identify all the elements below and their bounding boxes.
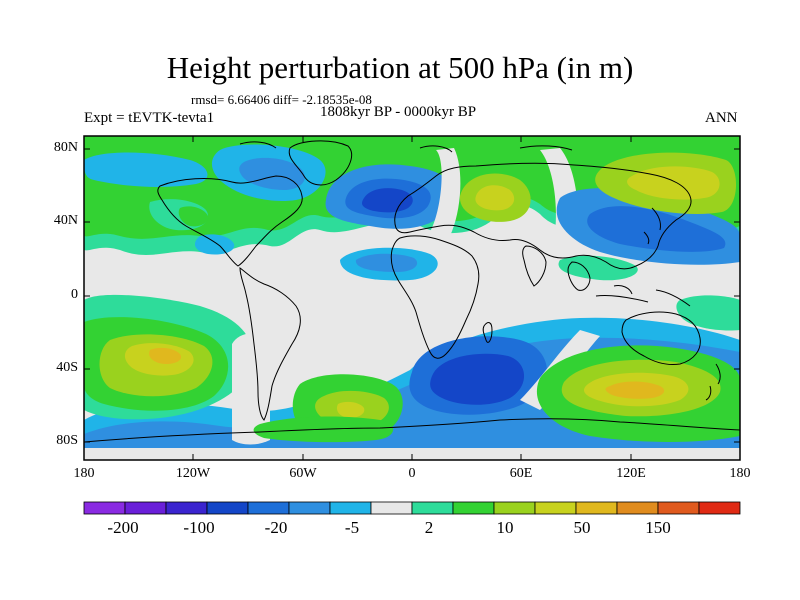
colorbar-swatch [452, 501, 495, 515]
rmsd-diff-stats: rmsd= 6.66406 diff= -2.18535e-08 [191, 92, 372, 107]
lon-tick-label: 0 [408, 466, 416, 481]
colorbar-swatch [534, 501, 577, 515]
colorbar-swatch [329, 501, 372, 515]
contour-field [84, 136, 740, 460]
colorbar-swatch [288, 501, 331, 515]
lon-tick-label: 180 [73, 466, 95, 481]
colorbar-swatch [411, 501, 454, 515]
colorbar-swatch [698, 501, 741, 515]
lon-tick-label: 120E [616, 466, 646, 481]
colorbar-label: 10 [496, 518, 514, 537]
colorbar-swatch [83, 501, 126, 515]
colorbar-swatch [247, 501, 290, 515]
colorbar-label: -100 [183, 518, 215, 537]
figure-title: Height perturbation at 500 hPa (in m) [166, 50, 634, 85]
lat-tick-label: 0 [71, 287, 78, 302]
lat-tick-label: 80S [56, 433, 78, 448]
colorbar-swatch [165, 501, 208, 515]
lat-tick-marks [84, 148, 740, 443]
colorbar-swatch [206, 501, 249, 515]
lon-tick-label: 60W [289, 466, 317, 481]
lon-tick-label: 60E [509, 466, 533, 481]
lat-tick-label: 40S [56, 360, 78, 375]
colorbar-label: -200 [107, 518, 139, 537]
colorbar-swatch [370, 501, 413, 515]
colorbar-swatch [493, 501, 536, 515]
colorbar-label: 150 [645, 518, 671, 537]
colorbar-swatch [124, 501, 167, 515]
colorbar-label: 2 [424, 518, 434, 537]
lon-tick-label: 120W [175, 466, 211, 481]
colorbar-label: -5 [344, 518, 360, 537]
season-label: ANN [705, 110, 738, 126]
colorbar-label: -20 [264, 518, 288, 537]
experiment-label: Expt = tEVTK-tevta1 [84, 110, 215, 126]
colorbar-swatch [575, 501, 618, 515]
colorbar-label: 50 [573, 518, 591, 537]
coastlines [84, 140, 740, 443]
lon-tick-label: 180 [729, 466, 751, 481]
lon-tick-marks [192, 136, 632, 460]
colorbar-swatch [657, 501, 700, 515]
lat-tick-label: 40N [53, 213, 78, 228]
period-label: 1808kyr BP - 0000kyr BP [320, 104, 477, 120]
colorbar [83, 501, 741, 515]
lat-tick-label: 80N [53, 140, 78, 155]
colorbar-swatch [616, 501, 659, 515]
